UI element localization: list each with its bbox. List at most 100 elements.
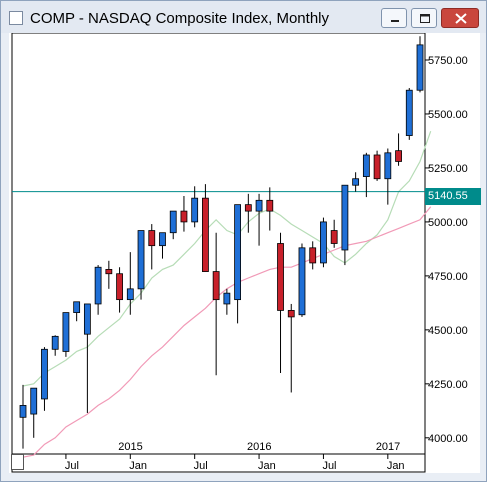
window-title: COMP - NASDAQ Composite Index, Monthly xyxy=(30,10,329,27)
up-candle[interactable] xyxy=(341,184,349,266)
y-tick-label: 5000.00 xyxy=(428,217,468,229)
down-candle[interactable] xyxy=(266,187,274,231)
down-candle[interactable] xyxy=(244,193,252,233)
close-button[interactable] xyxy=(441,8,479,28)
up-candle[interactable] xyxy=(352,172,360,192)
up-candle[interactable] xyxy=(30,387,38,438)
y-tick-label: 5250.00 xyxy=(428,163,468,175)
up-candle[interactable] xyxy=(416,36,424,93)
short-moving-average-line xyxy=(22,131,432,387)
minimize-button[interactable] xyxy=(381,8,407,28)
x-tick-label: Jan xyxy=(129,460,147,472)
x-tick-label: Jan xyxy=(387,460,405,472)
up-candle[interactable] xyxy=(169,210,177,240)
plot-area xyxy=(11,33,426,455)
candle-body xyxy=(373,154,381,180)
candle-body xyxy=(287,310,295,318)
candle-body xyxy=(202,197,209,272)
candle-body xyxy=(62,312,70,352)
up-candle[interactable] xyxy=(234,204,242,324)
down-candle[interactable] xyxy=(212,232,220,376)
candle-body xyxy=(223,292,231,305)
up-candle[interactable] xyxy=(255,193,263,246)
down-candle[interactable] xyxy=(180,196,188,232)
up-candle[interactable] xyxy=(19,384,27,449)
candle-body xyxy=(341,184,349,251)
x-tick-label: Jul xyxy=(194,460,208,472)
chart-area[interactable]: 5750.00 5500.00 5250.00 5000.00 4750.00 4500.… xyxy=(9,33,481,473)
up-candle[interactable] xyxy=(384,148,392,205)
title-bar[interactable]: COMP - NASDAQ Composite Index, Monthly xyxy=(1,1,486,33)
down-candle[interactable] xyxy=(395,133,402,166)
up-candle[interactable] xyxy=(73,301,81,322)
candle-body xyxy=(105,269,113,275)
candle-body xyxy=(244,204,252,212)
y-tick-label: 4750.00 xyxy=(428,271,468,283)
candle-body xyxy=(148,230,156,247)
up-candle[interactable] xyxy=(405,88,413,140)
maximize-icon xyxy=(420,14,430,23)
up-candle[interactable] xyxy=(62,312,70,357)
app-icon xyxy=(9,11,23,25)
y-tick-label: 5500.00 xyxy=(428,109,468,121)
candle-body xyxy=(384,152,392,180)
candle-body xyxy=(298,247,306,316)
down-candle[interactable] xyxy=(287,303,295,393)
candle-body xyxy=(320,221,327,264)
scroll-handle[interactable] xyxy=(11,454,24,470)
up-candle[interactable] xyxy=(51,335,59,356)
candle-body xyxy=(126,288,134,301)
y-tick-label: 4500.00 xyxy=(428,325,468,337)
candle-body xyxy=(266,199,274,212)
candle-body xyxy=(180,210,188,223)
candle-body xyxy=(362,154,370,177)
up-candle[interactable] xyxy=(320,217,327,268)
candle-body xyxy=(309,247,317,264)
candle-body xyxy=(234,204,242,301)
down-candle[interactable] xyxy=(116,267,123,313)
candle-body xyxy=(277,243,284,311)
long-moving-average-line xyxy=(22,206,432,458)
x-tick-label: Jan xyxy=(258,460,276,472)
candle-body xyxy=(395,150,402,162)
down-candle[interactable] xyxy=(373,150,381,181)
up-candle[interactable] xyxy=(41,347,48,411)
x-tick-label: Jul xyxy=(65,460,79,472)
down-candle[interactable] xyxy=(330,219,338,248)
down-candle[interactable] xyxy=(309,241,317,270)
y-tick-label: 4000.00 xyxy=(428,433,468,445)
candle-body xyxy=(159,232,166,247)
up-candle[interactable] xyxy=(137,230,145,300)
up-candle[interactable] xyxy=(94,265,102,315)
up-candle[interactable] xyxy=(298,243,306,317)
year-label: 2017 xyxy=(376,441,400,453)
candle-body xyxy=(83,303,91,335)
down-candle[interactable] xyxy=(277,232,284,374)
candlestick-chart[interactable]: 5750.00 5500.00 5250.00 5000.00 4750.00 4500.… xyxy=(9,33,480,473)
candle-body xyxy=(191,197,199,223)
candle-body xyxy=(416,44,424,91)
down-candle[interactable] xyxy=(148,224,156,270)
maximize-button[interactable] xyxy=(411,8,437,28)
up-candle[interactable] xyxy=(362,152,370,198)
down-candle[interactable] xyxy=(202,184,209,272)
up-candle[interactable] xyxy=(223,288,231,315)
up-candle[interactable] xyxy=(191,186,199,228)
close-icon xyxy=(455,13,467,24)
candle-body xyxy=(352,178,360,186)
candle-body xyxy=(255,199,263,212)
candle-body xyxy=(19,405,27,418)
y-tick-label: 5750.00 xyxy=(428,55,468,67)
candle-body xyxy=(73,301,81,313)
candle-body xyxy=(405,89,413,136)
up-candle[interactable] xyxy=(83,303,91,413)
x-tick-label: Jul xyxy=(322,460,336,472)
up-candle[interactable] xyxy=(159,232,166,259)
candle-body xyxy=(116,273,123,301)
candle-body xyxy=(94,266,102,305)
down-candle[interactable] xyxy=(105,260,113,289)
up-candle[interactable] xyxy=(126,252,134,315)
year-label: 2016 xyxy=(247,441,271,453)
year-label: 2015 xyxy=(118,441,142,453)
